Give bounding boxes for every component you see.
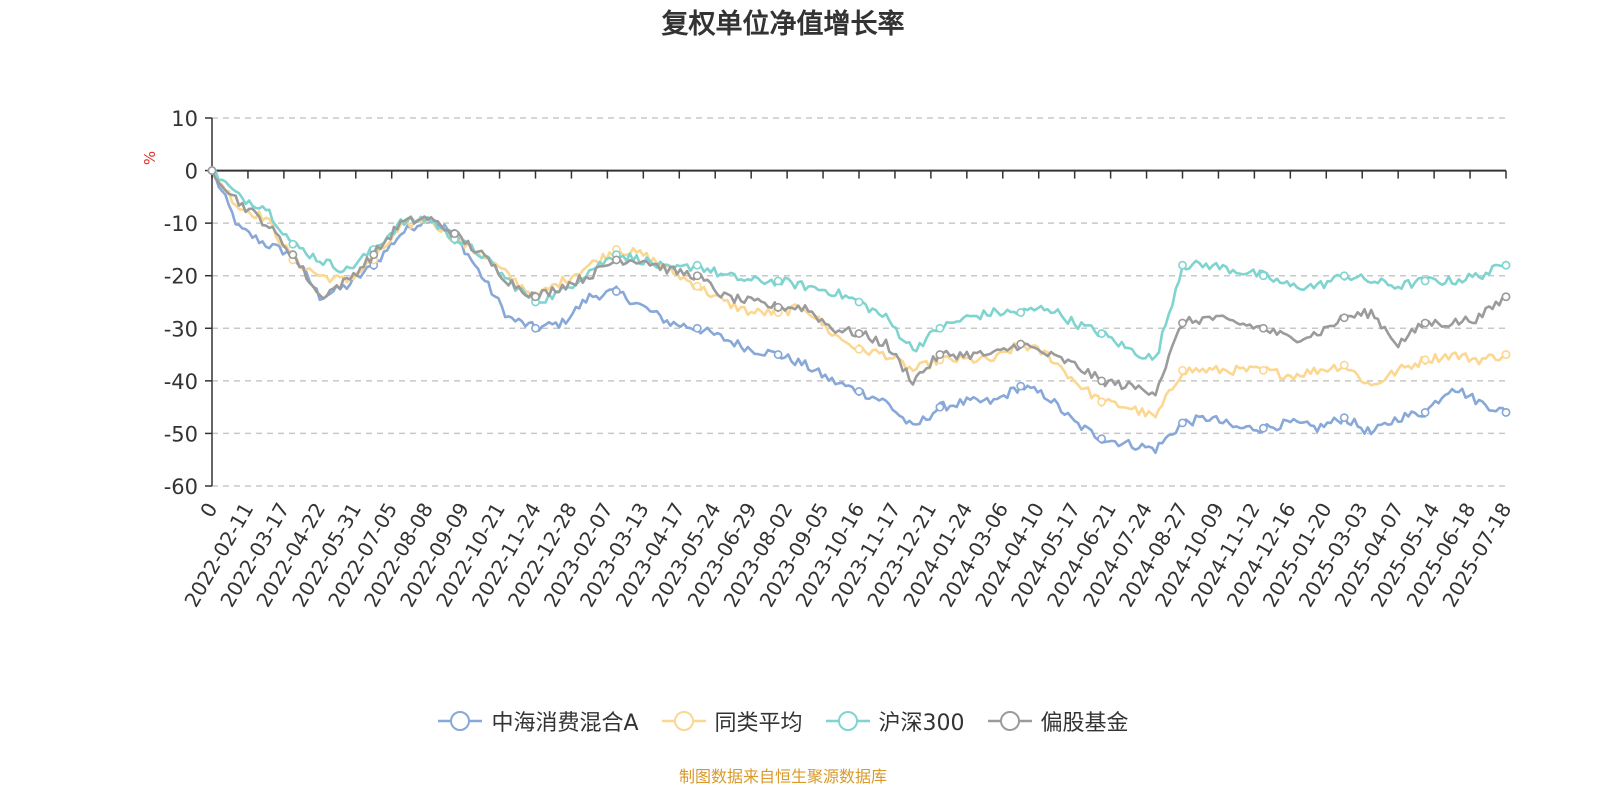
y-tick-label: -30 <box>164 317 198 341</box>
series-point <box>935 402 945 412</box>
axis-labels: 100-10-20-30-40-50-60%02022-02-112022-03… <box>141 107 1516 611</box>
series-point <box>1501 350 1511 359</box>
legend-item[interactable]: 沪深300 <box>825 705 965 737</box>
y-tick-label: 0 <box>185 160 198 184</box>
series-point <box>1501 260 1511 270</box>
x-tick-label: 0 <box>195 499 222 522</box>
series-point <box>531 323 540 333</box>
series-point <box>531 292 540 302</box>
series-point <box>1258 365 1268 375</box>
legend-marker-icon <box>661 711 706 731</box>
series-point <box>1097 434 1107 444</box>
series-lines <box>207 166 1511 455</box>
series-point <box>935 323 945 333</box>
series-point <box>935 350 945 359</box>
legend-label: 沪深300 <box>878 711 965 736</box>
y-axis-label: % <box>141 151 159 165</box>
series-point <box>1016 381 1026 391</box>
y-tick-label: -20 <box>164 265 198 289</box>
series-point <box>369 250 379 260</box>
series-point <box>1097 329 1107 338</box>
series-point <box>692 281 702 291</box>
series-point <box>692 271 702 281</box>
series-point <box>773 350 783 359</box>
legend-item[interactable]: 同类平均 <box>661 705 803 737</box>
series-point <box>1420 318 1430 328</box>
series-point <box>288 250 298 260</box>
legend: 中海消费混合A 同类平均 沪深300 偏股基金 <box>0 705 1566 737</box>
series-point <box>1178 260 1187 270</box>
y-tick-label: -60 <box>164 475 198 499</box>
series-point <box>854 344 864 354</box>
series-point <box>1178 318 1187 328</box>
series-point <box>288 239 298 249</box>
source-note: 制图数据来自恒生聚源数据库 <box>678 767 887 786</box>
series-point <box>854 386 864 396</box>
series-point <box>207 166 217 175</box>
chart-title: 复权单位净值增长率 <box>661 9 905 40</box>
series-point <box>854 297 864 307</box>
legend-item[interactable]: 中海消费混合A <box>437 705 639 737</box>
series-point <box>1258 271 1268 281</box>
series-point <box>1097 397 1107 407</box>
series-point <box>1178 365 1187 375</box>
y-tick-label: -10 <box>164 212 198 236</box>
series-point <box>611 287 621 296</box>
series-point <box>450 229 460 239</box>
series-point <box>1501 407 1511 417</box>
series-point <box>692 323 702 333</box>
legend-label: 偏股基金 <box>1040 711 1129 736</box>
legend-marker-icon <box>825 711 870 731</box>
series-point <box>1339 413 1349 423</box>
series-point <box>1339 271 1349 281</box>
legend-marker-icon <box>987 711 1032 731</box>
series-point <box>773 276 783 286</box>
series-point <box>1258 323 1268 333</box>
series-point <box>1097 376 1107 386</box>
axes <box>205 117 1507 487</box>
series-point <box>773 302 783 312</box>
series-point <box>1258 423 1268 433</box>
legend-label: 中海消费混合A <box>491 711 639 736</box>
series-point <box>1420 355 1430 365</box>
series-point <box>1420 407 1430 417</box>
grid-lines <box>212 117 1506 487</box>
legend-marker-icon <box>438 711 483 731</box>
series-line-4 <box>210 170 1507 397</box>
legend-item[interactable]: 偏股基金 <box>987 705 1129 737</box>
series-point <box>1420 276 1430 286</box>
series-point <box>1016 339 1026 349</box>
line-chart: 100-10-20-30-40-50-60%02022-02-112022-03… <box>141 107 1516 611</box>
series-point <box>1339 313 1349 323</box>
series-line-2 <box>211 169 1507 419</box>
series-point <box>1501 292 1511 302</box>
series-point <box>611 255 621 265</box>
y-tick-label: -50 <box>164 422 198 446</box>
legend-label: 同类平均 <box>714 711 803 736</box>
series-point <box>1016 308 1026 317</box>
y-tick-label: -40 <box>164 370 198 394</box>
series-point <box>854 329 864 338</box>
series-point <box>692 260 702 270</box>
series-point <box>1178 418 1187 428</box>
series-point <box>1339 360 1349 370</box>
y-tick-label: 10 <box>171 107 198 131</box>
series-line-1 <box>210 169 1508 455</box>
